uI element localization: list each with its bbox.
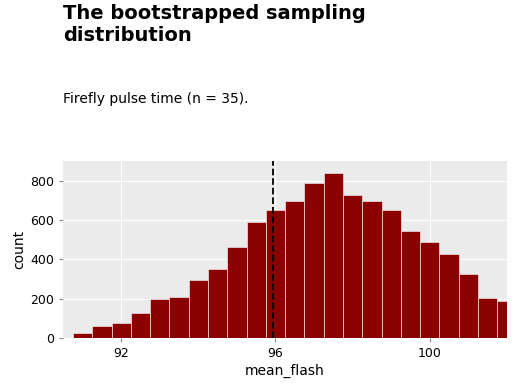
Text: The bootstrapped sampling
distribution: The bootstrapped sampling distribution bbox=[63, 4, 366, 45]
Bar bbox=[150, 299, 169, 338]
Bar bbox=[478, 298, 497, 338]
Bar bbox=[382, 210, 401, 338]
Bar bbox=[111, 323, 131, 338]
Bar bbox=[343, 195, 362, 338]
Y-axis label: count: count bbox=[12, 230, 26, 269]
Bar bbox=[362, 200, 382, 338]
Bar bbox=[439, 253, 459, 338]
Bar bbox=[401, 231, 420, 338]
Bar bbox=[324, 173, 343, 338]
Bar bbox=[208, 269, 227, 338]
Bar bbox=[73, 333, 92, 338]
Bar bbox=[266, 210, 285, 338]
X-axis label: mean_flash: mean_flash bbox=[245, 364, 325, 378]
Bar bbox=[285, 200, 305, 338]
Bar bbox=[247, 222, 266, 338]
Bar bbox=[420, 242, 439, 338]
Bar bbox=[169, 297, 188, 338]
Bar bbox=[305, 183, 324, 338]
Bar bbox=[188, 280, 208, 338]
Bar bbox=[131, 313, 150, 338]
Bar bbox=[459, 274, 478, 338]
Bar bbox=[497, 301, 516, 338]
Bar bbox=[516, 318, 528, 338]
Bar bbox=[92, 326, 111, 338]
Text: Firefly pulse time (n = 35).: Firefly pulse time (n = 35). bbox=[63, 92, 249, 106]
Bar bbox=[227, 247, 247, 338]
